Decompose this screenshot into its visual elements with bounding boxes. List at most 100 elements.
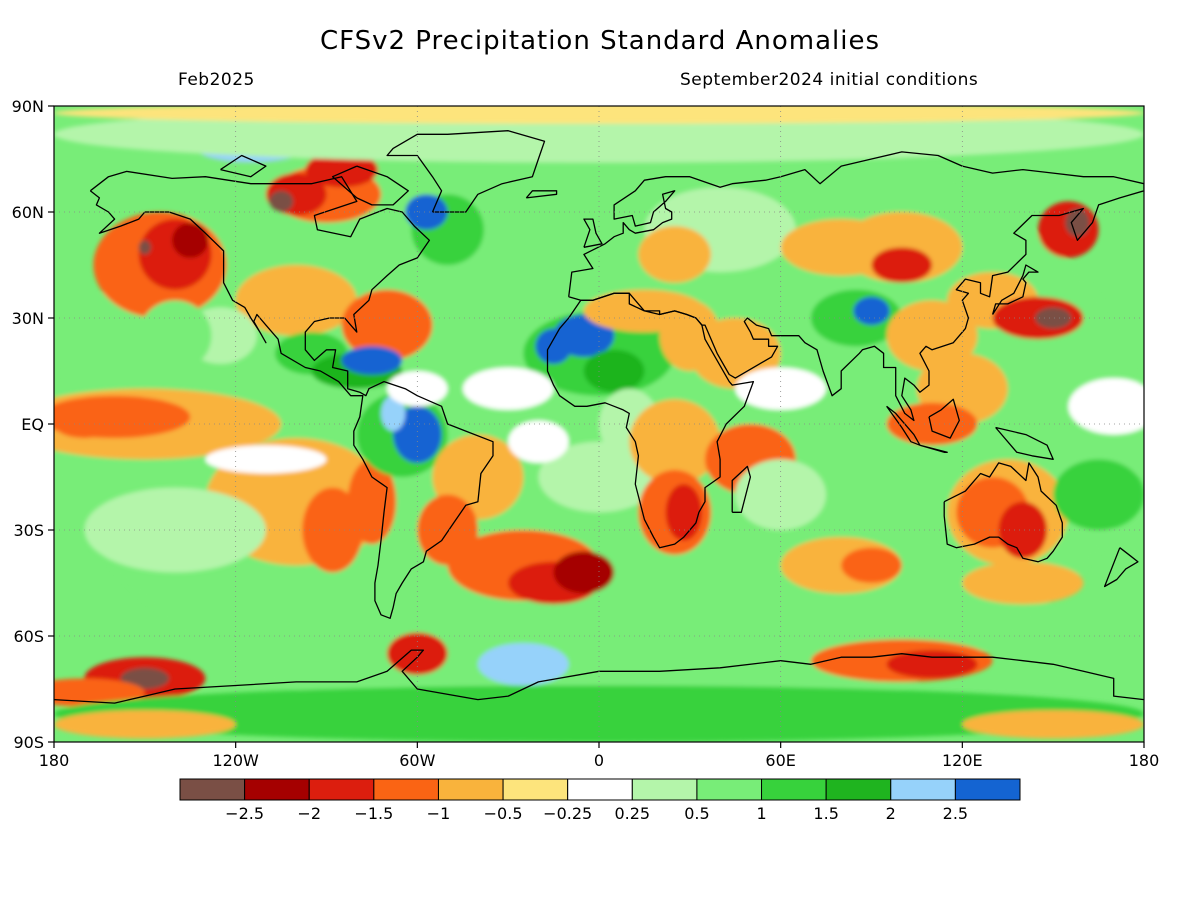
colorbar-label: 0.25 — [614, 804, 650, 823]
coastline — [568, 151, 1144, 422]
anomaly-blob — [54, 710, 236, 739]
anomaly-blob — [638, 226, 712, 283]
anomaly-blob — [477, 643, 569, 686]
anomaly-blob — [54, 106, 1144, 124]
anomaly-blob — [962, 710, 1144, 739]
coastline — [331, 165, 409, 206]
anomaly-blob — [841, 547, 902, 583]
colorbar-label: −2 — [297, 804, 321, 823]
anomaly-blob — [393, 406, 442, 463]
anomaly-blob — [1053, 459, 1144, 530]
anomaly-blob — [138, 300, 212, 371]
lon-tick-label: 180 — [1129, 751, 1160, 770]
anomaly-blob — [120, 667, 170, 690]
anomaly-blob — [853, 296, 890, 326]
anomaly-blob — [462, 367, 554, 410]
anomaly-blob — [962, 561, 1084, 605]
colorbar-label: 1 — [756, 804, 766, 823]
colorbar-label: 1.5 — [813, 804, 838, 823]
colorbar-label: −1 — [427, 804, 451, 823]
anomaly-blob — [1068, 378, 1144, 435]
anomaly-blob — [341, 289, 433, 361]
coastline — [991, 264, 1039, 315]
colorbar-label: −2.5 — [225, 804, 264, 823]
coastline — [546, 292, 755, 549]
anomaly-blob — [871, 247, 933, 283]
anomaly-blob — [54, 678, 145, 707]
anomaly-blob — [302, 487, 363, 573]
lon-tick-label: 60E — [765, 751, 795, 770]
anomaly-blob — [54, 685, 1144, 742]
lon-tick-label: 180 — [39, 751, 70, 770]
anomaly-blob — [305, 151, 378, 188]
colorbar-swatch — [179, 778, 246, 801]
anomaly-blob — [205, 445, 327, 474]
colorbar-label: −1.5 — [354, 804, 393, 823]
colorbar-swatch — [761, 778, 827, 801]
colorbar-swatch — [502, 778, 569, 801]
colorbar-swatch — [696, 778, 763, 801]
colorbar-label: 2 — [886, 804, 896, 823]
colorbar-swatch — [373, 778, 439, 801]
lon-tick-label: 120E — [942, 751, 983, 770]
anomaly-blob — [735, 367, 827, 410]
valid-period-label: Feb2025 — [178, 70, 255, 90]
coastline — [583, 218, 603, 248]
map-title: CFSv2 Precipitation Standard Anomalies — [319, 26, 881, 56]
anomaly-blob — [347, 459, 397, 545]
anomaly-blob — [508, 420, 569, 463]
colorbar-label: 0.5 — [684, 804, 709, 823]
lon-tick-label: 60W — [399, 751, 435, 770]
lat-tick-label: 60S — [13, 627, 44, 646]
anomaly-blob — [235, 265, 357, 336]
colorbar-swatch — [954, 778, 1021, 801]
anomaly-blob — [629, 399, 721, 485]
anomaly-blob — [387, 371, 448, 407]
anomaly-blob — [341, 346, 403, 375]
lat-tick-label: 60N — [12, 203, 44, 222]
anomaly-blob — [553, 551, 615, 594]
anomaly-blob — [735, 459, 827, 530]
lat-tick-label: 30S — [13, 521, 44, 540]
anomaly-blob — [1065, 208, 1090, 237]
colorbar-swatch — [244, 778, 310, 801]
anomaly-blob — [583, 349, 645, 393]
anomaly-blob — [387, 632, 448, 675]
colorbar-label: −0.5 — [484, 804, 523, 823]
anomaly-blob — [138, 240, 151, 255]
anomaly-field — [54, 106, 1144, 742]
coastline — [995, 426, 1054, 460]
lon-tick-label: 120W — [212, 751, 259, 770]
anomaly-blob — [84, 487, 266, 573]
colorbar-swatch — [631, 778, 698, 801]
anomaly-blob — [268, 190, 294, 212]
colorbar-swatch — [825, 778, 892, 801]
coastline — [731, 465, 752, 513]
colorbar-swatch — [567, 778, 633, 801]
anomaly-blob — [665, 484, 702, 541]
anomaly-blob — [998, 501, 1048, 559]
anomaly-blob — [381, 395, 406, 432]
lat-tick-label: EQ — [21, 415, 44, 434]
colorbar-swatch — [308, 778, 375, 801]
anomaly-blob — [886, 402, 978, 446]
anomaly-blob — [405, 194, 448, 230]
colorbar: −2.5 −2 −1.5 −1 −0.5 −0.25 0.25 0.5 1 1.5 2 2.5 — [179, 778, 1021, 823]
colorbar-swatch — [890, 778, 956, 801]
lat-tick-label: 90S — [13, 733, 44, 752]
lat-tick-label: 30N — [12, 309, 44, 328]
colorbar-label: −0.25 — [543, 804, 592, 823]
anomaly-blob — [172, 222, 209, 258]
lon-tick-label: 0 — [594, 751, 604, 770]
colorbar-label: 2.5 — [943, 804, 968, 823]
coastline — [1103, 547, 1139, 588]
anomaly-blob — [1035, 307, 1072, 329]
lat-tick-label: 90N — [12, 97, 44, 116]
anomaly-blob — [535, 328, 572, 364]
coastline — [89, 170, 494, 619]
initial-conditions-label: September2024 initial conditions — [680, 70, 979, 90]
coastline — [220, 154, 267, 178]
coastline — [919, 444, 948, 453]
coastline — [386, 130, 546, 213]
